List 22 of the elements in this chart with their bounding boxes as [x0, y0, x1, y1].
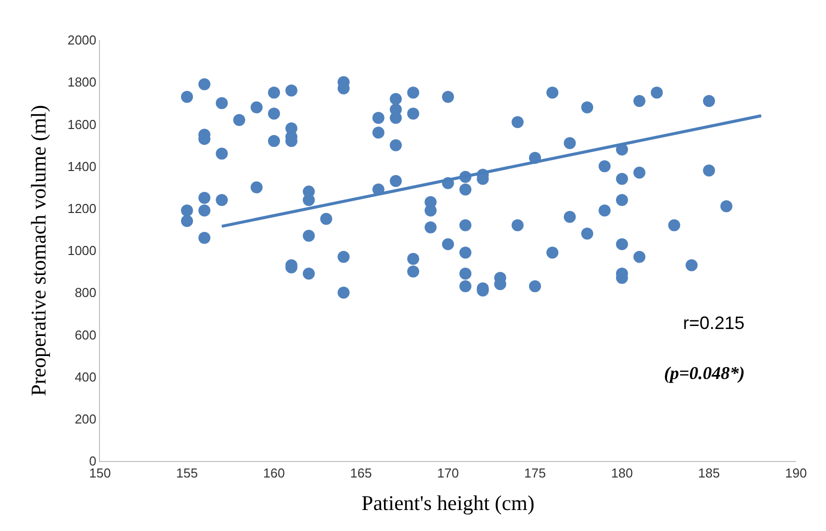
x-tick-label: 165	[350, 466, 372, 481]
x-tick-label: 185	[698, 466, 720, 481]
y-tick-label: 400	[74, 369, 96, 384]
y-tick-label: 600	[74, 327, 96, 342]
x-tick-label: 190	[785, 466, 807, 481]
y-tick-label: 800	[74, 285, 96, 300]
annotation: r=0.215	[683, 313, 745, 333]
y-axis-title: Preoperative stomach volume (ml)	[26, 105, 51, 396]
x-tick-label: 170	[437, 466, 459, 481]
x-tick-label: 160	[263, 466, 285, 481]
x-axis-title: Patient's height (cm)	[362, 490, 534, 515]
y-tick-label: 1800	[67, 74, 96, 90]
y-tick-label: 200	[74, 411, 96, 426]
y-tick-label: 1000	[67, 243, 96, 258]
x-tick-label: 155	[176, 466, 198, 481]
y-tick-label: 1200	[67, 200, 96, 216]
y-tick-label: 1400	[67, 158, 96, 174]
x-tick-label: 175	[524, 466, 546, 481]
y-tick-label: 1600	[67, 116, 96, 132]
x-tick-label: 180	[611, 466, 633, 481]
annotation: (p=0.048*)	[664, 363, 745, 383]
y-tick-label: 2000	[67, 32, 96, 48]
